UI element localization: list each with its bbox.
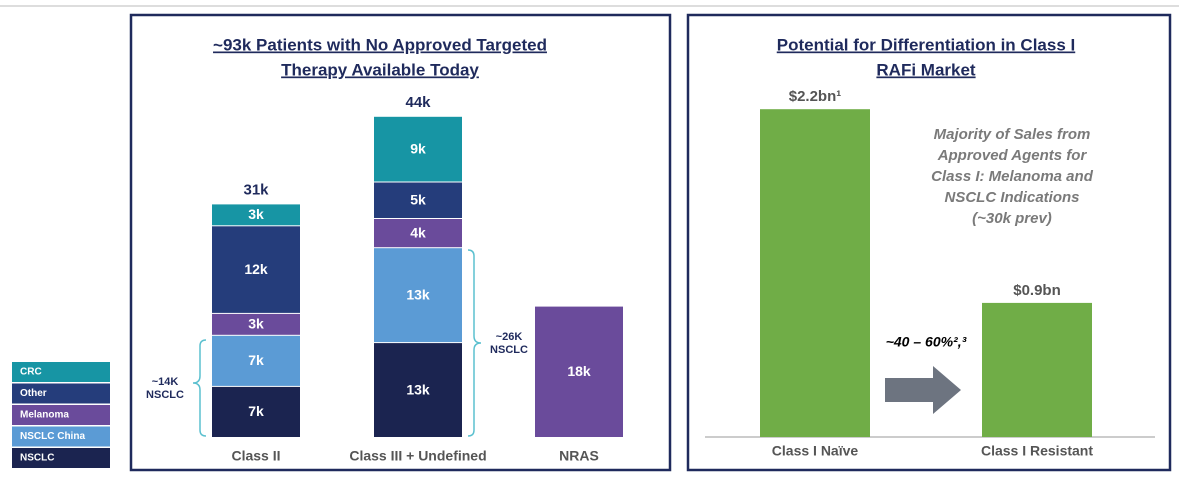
- data-label: 12k: [244, 261, 268, 277]
- bar-segment: [374, 343, 462, 437]
- brace-label: NSCLC: [490, 344, 528, 356]
- brace-label: ~26K: [496, 331, 523, 343]
- bar-segment: [374, 182, 462, 218]
- x-tick-label: Class I Resistant: [981, 443, 1093, 459]
- legend-swatch: [12, 448, 110, 468]
- chart-title: Therapy Available Today: [281, 60, 479, 79]
- bar-segment: [374, 248, 462, 343]
- data-label: 13k: [406, 381, 430, 397]
- bar-segment: [212, 226, 300, 313]
- data-label: 3k: [248, 206, 264, 222]
- x-tick-label: Class II: [231, 448, 280, 464]
- chart-title: ~93k Patients with No Approved Targeted: [213, 35, 547, 54]
- note: NSCLC Indications: [944, 189, 1079, 206]
- note: Approved Agents for: [937, 147, 1088, 164]
- legend-swatch: [12, 405, 110, 425]
- panel-frame: [686, 13, 1172, 472]
- total-label: 44k: [405, 94, 431, 111]
- data-label: $0.9bn: [1013, 282, 1061, 299]
- data-label: $2.2bn¹: [789, 88, 842, 105]
- data-label: 4k: [410, 224, 426, 240]
- bar: [760, 109, 870, 437]
- data-label: 7k: [248, 352, 264, 368]
- bar-segment: [374, 116, 462, 182]
- brace-label: ~14K: [152, 376, 179, 388]
- brace-label: NSCLC: [146, 389, 184, 401]
- arrow-label: ~40 – 60%²,³: [886, 334, 967, 350]
- legend-label: Other: [20, 388, 47, 399]
- bar: [982, 302, 1092, 437]
- data-label: 18k: [567, 363, 591, 379]
- bar-segment: [535, 306, 623, 437]
- legend-swatch: [12, 362, 110, 382]
- x-tick-label: NRAS: [559, 448, 599, 464]
- note: Majority of Sales from: [934, 126, 1091, 143]
- legend-label: CRC: [20, 367, 42, 378]
- bar-segment: [212, 313, 300, 335]
- x-tick-label: Class I Naïve: [772, 443, 859, 459]
- data-label: 3k: [248, 316, 264, 332]
- bar-segment: [212, 204, 300, 226]
- data-label: 13k: [406, 286, 430, 302]
- data-label: 5k: [410, 191, 426, 207]
- legend-swatch: [12, 383, 110, 404]
- arrow: [885, 366, 961, 414]
- note: (~30k prev): [972, 210, 1052, 227]
- bar-segment: [212, 386, 300, 437]
- legend-label: Melanoma: [20, 410, 69, 421]
- x-tick-label: Class III + Undefined: [349, 448, 486, 464]
- brace: [467, 249, 482, 437]
- legend-swatch: [12, 426, 110, 447]
- bar-segment: [212, 335, 300, 386]
- bar-segment: [374, 219, 462, 248]
- chart-title: RAFi Market: [876, 60, 976, 79]
- brace: [192, 339, 207, 437]
- data-label: 7k: [248, 403, 264, 419]
- chart-title: Potential for Differentiation in Class I: [777, 35, 1075, 54]
- note: Class I: Melanoma and: [931, 168, 1094, 185]
- total-label: 31k: [243, 181, 269, 198]
- data-label: 9k: [410, 140, 426, 156]
- panel-frame: [129, 13, 672, 472]
- legend-label: NSCLC: [20, 453, 54, 464]
- legend-label: NSCLC China: [20, 431, 85, 442]
